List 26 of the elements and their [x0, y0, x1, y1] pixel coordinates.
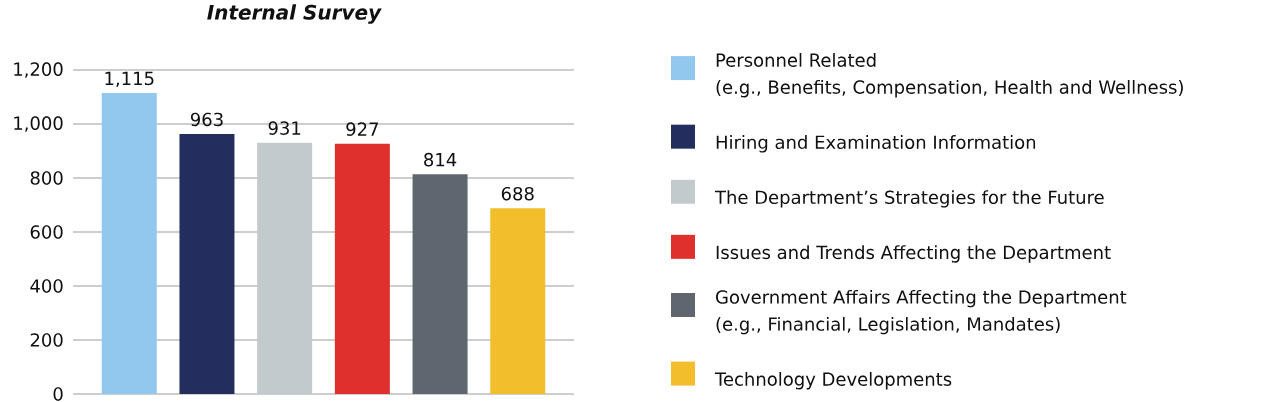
- chart-title: Internal Survey: [207, 4, 382, 24]
- bar: [179, 133, 235, 394]
- y-tick-label: 0: [53, 387, 63, 401]
- y-tick-label: 600: [30, 225, 63, 239]
- bar: [490, 208, 546, 394]
- data-label: 931: [268, 121, 301, 135]
- legend-label: Issues and Trends Affecting the Department: [716, 245, 1111, 263]
- data-label: 688: [501, 186, 534, 201]
- y-tick-label: 200: [30, 333, 63, 347]
- bar: [334, 143, 390, 394]
- legend-label: Technology Developments: [714, 372, 952, 390]
- y-tick-label: 400: [30, 279, 63, 293]
- bar: [412, 174, 468, 394]
- y-tick-label: 1,200: [14, 62, 63, 78]
- legend-label: Personnel Related (e.g., Benefits, Compensation, Health and Wellness): [716, 52, 1183, 98]
- legend-label: Government Affairs Affecting the Department (e.g., Financial, Legislation, Mandates): [716, 289, 1127, 335]
- legend-label: Hiring and Examination Information: [716, 135, 1036, 153]
- data-label: 1,115: [105, 71, 154, 88]
- y-tick-label: 800: [30, 171, 63, 185]
- data-label: 814: [424, 152, 457, 167]
- data-label: 927: [346, 122, 378, 136]
- y-tick-label: 1,000: [14, 116, 63, 132]
- data-label: 963: [190, 112, 223, 127]
- legend-label: The Department’s Strategies for the Future: [714, 190, 1104, 208]
- bar: [257, 142, 313, 394]
- bar: [101, 92, 157, 394]
